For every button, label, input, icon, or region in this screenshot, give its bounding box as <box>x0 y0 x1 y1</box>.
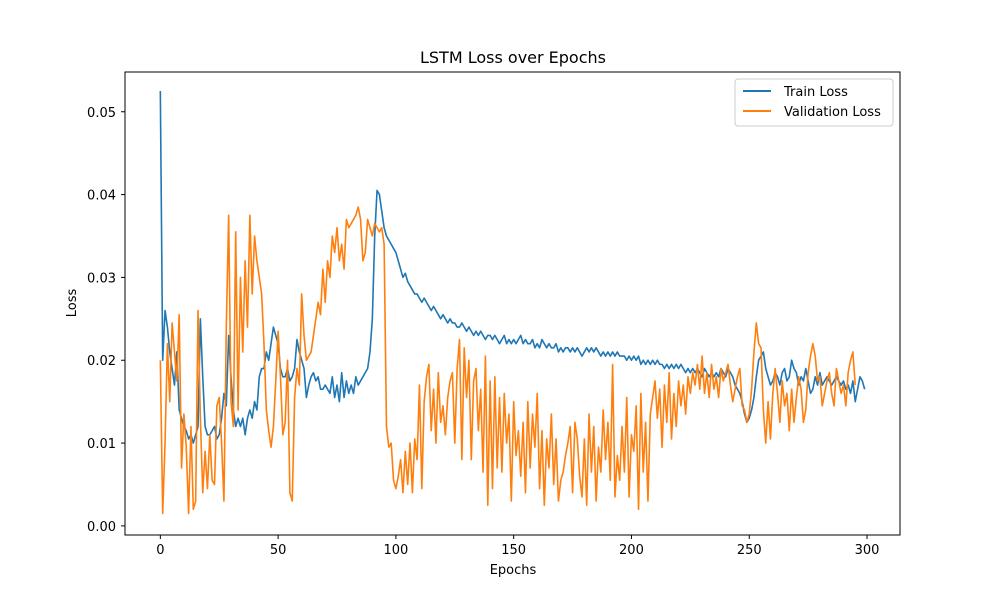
y-tick-label: 0.00 <box>87 520 116 535</box>
x-tick-label: 100 <box>383 543 408 558</box>
chart-title: LSTM Loss over Epochs <box>420 48 606 67</box>
y-axis-label: Loss <box>65 289 80 318</box>
legend-label-train-loss: Train Loss <box>783 85 848 100</box>
x-tick-label: 50 <box>270 543 287 558</box>
series-lines <box>159 91 866 515</box>
y-axis: 0.00 0.01 0.02 0.03 0.04 0.05 <box>87 106 125 535</box>
legend-label-validation-loss: Validation Loss <box>784 105 881 120</box>
x-axis-label: Epochs <box>490 563 537 578</box>
x-tick-label: 0 <box>156 543 164 558</box>
series-line-validation-loss <box>159 206 857 515</box>
x-axis: 0 50 100 150 200 250 300 <box>156 535 879 558</box>
y-tick-label: 0.02 <box>87 354 116 369</box>
legend-box <box>734 78 894 127</box>
x-tick-label: 250 <box>737 543 762 558</box>
y-tick-label: 0.04 <box>87 189 116 204</box>
y-tick-label: 0.05 <box>87 106 116 121</box>
x-tick-label: 150 <box>501 543 526 558</box>
legend: Train Loss Validation Loss <box>734 78 894 127</box>
x-tick-label: 300 <box>855 543 880 558</box>
y-tick-label: 0.03 <box>87 271 116 286</box>
x-tick-label: 200 <box>619 543 644 558</box>
plot-area: 0 50 100 150 200 250 300 0.000.010.020.030.040… <box>87 71 901 558</box>
y-tick-label: 0.01 <box>87 437 116 452</box>
